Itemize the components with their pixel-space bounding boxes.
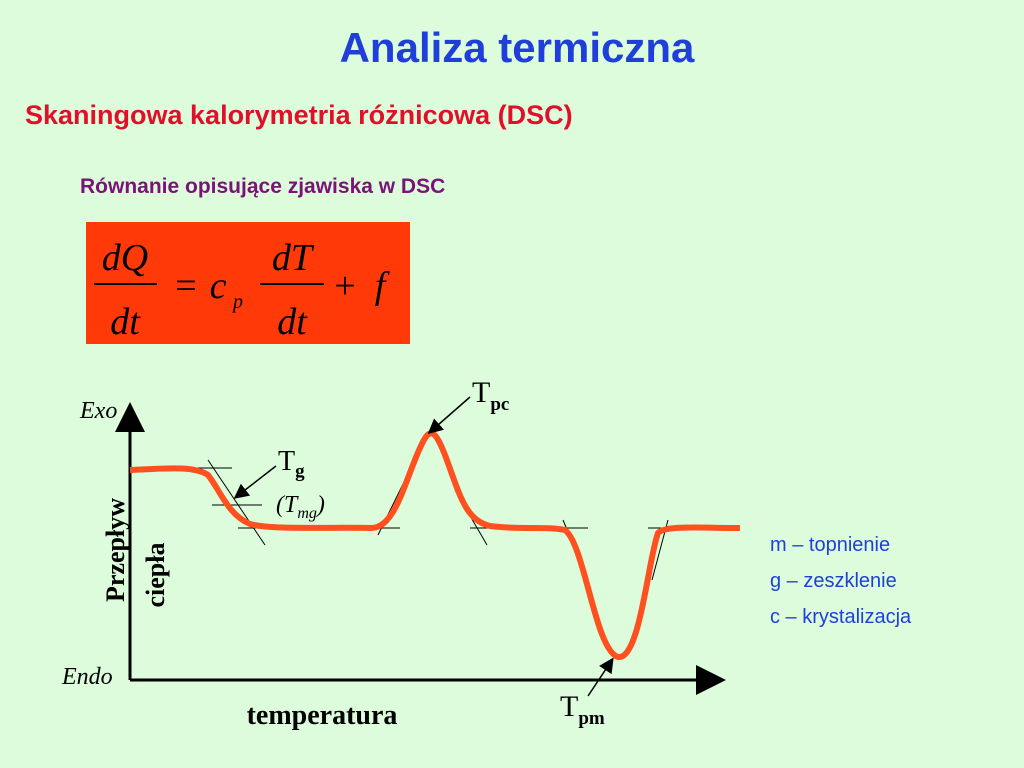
legend: m – topnienie g – zeszklenie c – krystal… — [770, 534, 912, 628]
legend-item: m – topnienie — [770, 534, 890, 556]
annotation: Tpm — [560, 690, 605, 729]
eq-term: dt — [277, 301, 308, 343]
x-label: temperatura — [247, 700, 398, 731]
eq-term: c — [210, 265, 227, 307]
equation: dQ dt = c p dT dt + f — [94, 237, 390, 343]
y-label: ciepła — [141, 543, 170, 608]
text-part: T — [560, 690, 578, 723]
endo-label: Endo — [61, 664, 113, 690]
arrow — [587, 657, 614, 697]
text-part: T — [472, 376, 490, 409]
eq-term: dt — [110, 301, 141, 343]
eq-term: dT — [272, 237, 315, 279]
text-part: mg — [297, 505, 317, 522]
text-part: T — [278, 446, 295, 477]
subtitle: Skaningowa kalorymetria różnicowa (DSC) — [25, 100, 573, 130]
text-part: T — [284, 492, 299, 518]
equation-caption: Równanie opisujące zjawiska w DSC — [80, 175, 445, 198]
text-part: g — [295, 461, 305, 482]
annotation: (Tmg) — [276, 492, 325, 522]
eq-operator: + — [334, 265, 355, 307]
annotation: Tpc — [472, 376, 509, 415]
dsc-curve — [129, 430, 741, 660]
legend-item: c – krystalizacja — [770, 606, 912, 628]
eq-operator: = — [175, 265, 196, 307]
title: Analiza termiczna — [340, 24, 695, 71]
diagram-labels: Exo Endo Przepływ ciepła temperatura Tpc… — [61, 376, 605, 731]
y-label: Przepływ — [101, 498, 130, 602]
text-part: ( — [276, 492, 286, 518]
eq-subscript: p — [231, 291, 243, 313]
arrow — [427, 396, 471, 434]
text-part: pc — [490, 394, 509, 415]
text-part: pm — [578, 708, 605, 729]
legend-item: g – zeszklenie — [770, 570, 897, 592]
annotation: Tg — [278, 446, 305, 482]
exo-label: Exo — [79, 398, 117, 424]
text-part: ) — [315, 492, 325, 518]
eq-term: dQ — [102, 237, 148, 279]
arrow — [233, 465, 277, 499]
